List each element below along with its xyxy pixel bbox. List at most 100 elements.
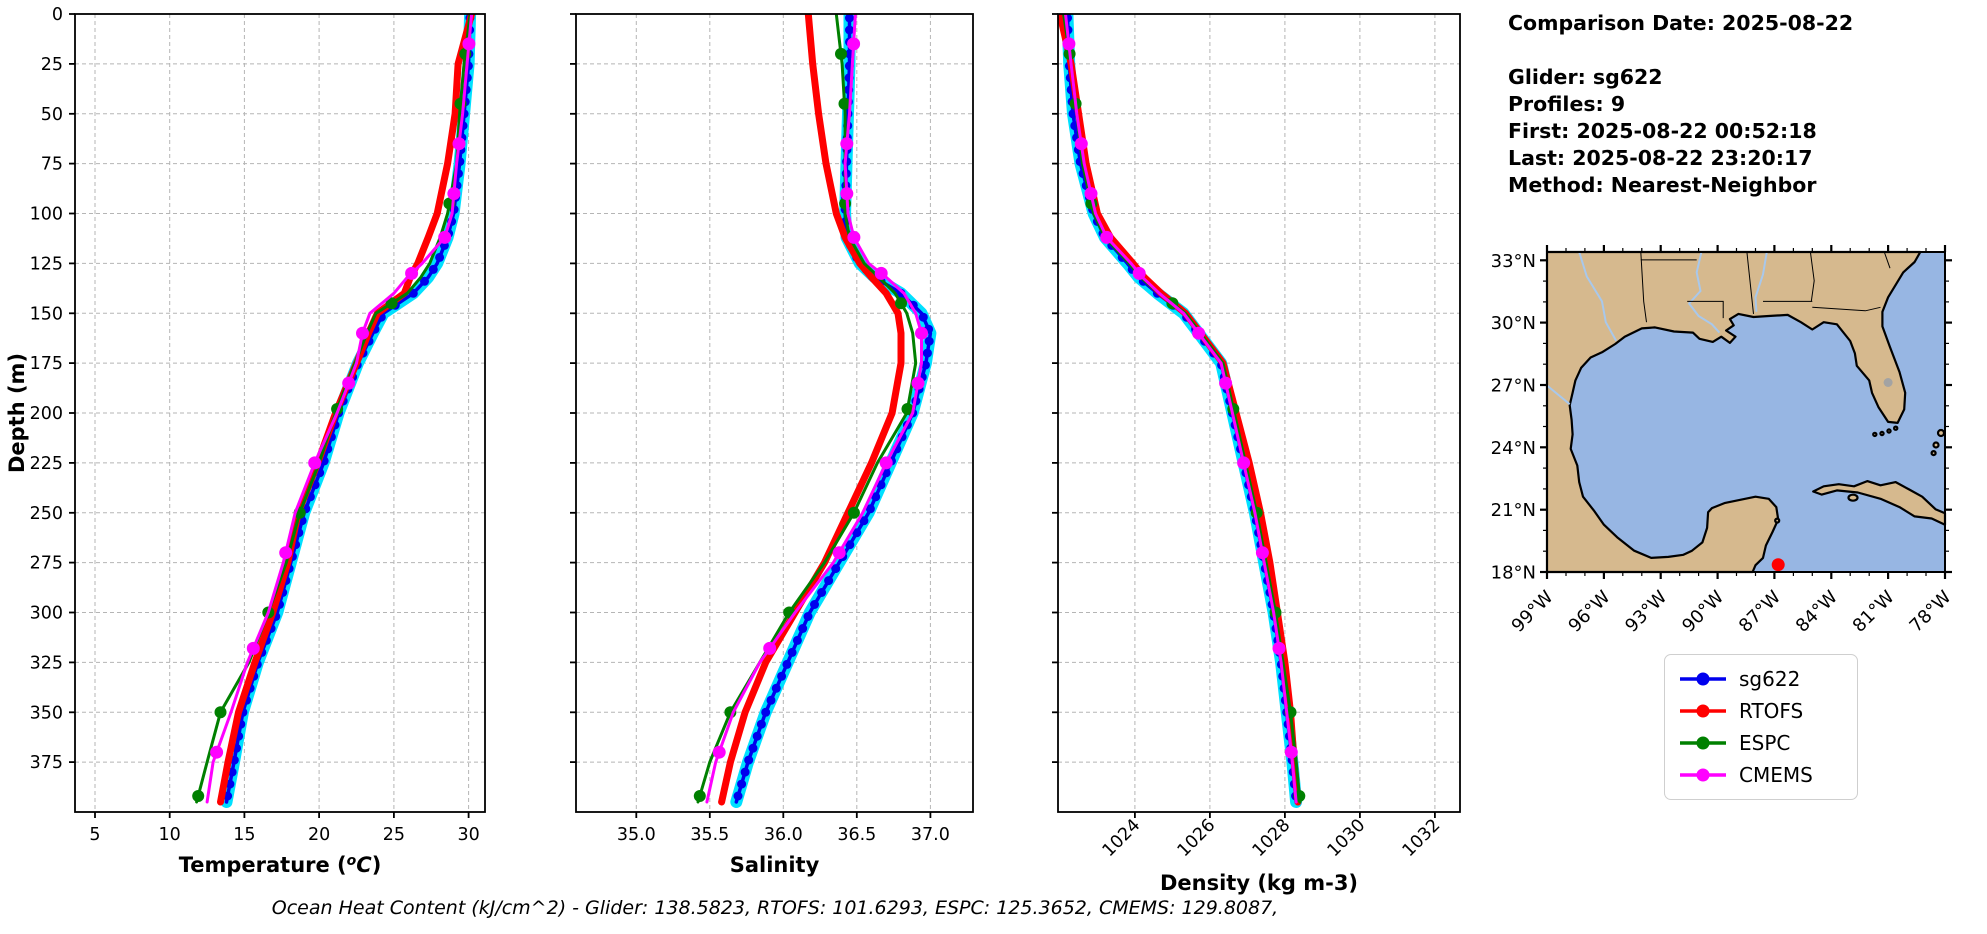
map-lat-label: 24°N: [1491, 438, 1536, 459]
series-CMEMS-markers: [1062, 37, 1298, 759]
legend-marker-icon: [1680, 768, 1726, 782]
panel-salinity: 35.0 35.5 36.0 36.5 37.0 Salinity: [570, 13, 974, 877]
depth-tick-labels: 0 25 50 75 100 125 150 175 200 225 250 275 300 325 350…: [30, 5, 63, 773]
series-ESPC-markers: [693, 47, 914, 802]
svg-text:325: 325: [30, 653, 63, 673]
svg-text:175: 175: [30, 354, 63, 374]
svg-text:10: 10: [159, 825, 181, 845]
map-lat-label: 27°N: [1491, 376, 1536, 397]
gulf-of-mexico-map: 33°N 30°N 27°N 24°N 21°N 18°N 99°W 96°W 93°W 90°W…: [1491, 245, 1956, 637]
map-lon-label: 93°W: [1621, 587, 1671, 637]
svg-text:1032: 1032: [1399, 815, 1445, 861]
map-lon-label: 78°W: [1906, 587, 1956, 637]
svg-text:300: 300: [30, 604, 63, 624]
map-lon-label: 96°W: [1564, 587, 1614, 637]
series-sg622-envelope: [730, 14, 937, 808]
svg-text:35.0: 35.0: [617, 825, 656, 845]
svg-text:5: 5: [89, 825, 100, 845]
legend-marker-icon: [1680, 704, 1726, 718]
axis-ticks: [570, 13, 932, 818]
gridlines: [75, 13, 485, 812]
map-lat-label: 18°N: [1491, 563, 1536, 584]
svg-text:250: 250: [30, 504, 63, 524]
svg-text:36.0: 36.0: [764, 825, 803, 845]
map-lon-label: 99°W: [1508, 587, 1558, 637]
panel-density: 1024 1026 1028 1030 1032 Density (kg m-3): [1052, 13, 1461, 895]
svg-text:1026: 1026: [1174, 815, 1220, 861]
svg-text:37.0: 37.0: [911, 825, 950, 845]
series-CMEMS-line: [705, 14, 923, 804]
map-island-bahamas: [1936, 428, 1946, 438]
series-group: [1058, 14, 1306, 808]
map-island-keys: [1893, 425, 1899, 431]
map-lon-label: 87°W: [1735, 587, 1785, 637]
gridlines: [1058, 13, 1460, 812]
map-lat-label: 33°N: [1491, 251, 1536, 272]
svg-text:125: 125: [30, 254, 63, 274]
axes-box: [1057, 13, 1461, 813]
svg-text:25: 25: [383, 825, 405, 845]
series-CMEMS-markers: [712, 37, 928, 759]
map-area: [1540, 245, 1952, 579]
x-axis-title-density: Density (kg m-3): [1160, 871, 1358, 895]
y-axis-title: Depth (m): [5, 353, 29, 473]
series-ESPC-line: [1062, 14, 1302, 804]
legend-item-CMEMS: CMEMS: [1678, 759, 1844, 791]
svg-text:375: 375: [30, 753, 63, 773]
series-sg622-line: [224, 14, 472, 804]
map-lon-label: 81°W: [1849, 587, 1899, 637]
svg-text:150: 150: [30, 304, 63, 324]
map-land-north-america: [1545, 250, 1922, 574]
series-ESPC-markers: [1063, 47, 1306, 802]
x-tick-labels: 35.0 35.5 36.0 36.5 37.0: [617, 825, 950, 845]
map-island-isla-juventud: [1847, 493, 1859, 502]
x-tick-labels: 1024 1026 1028 1030 1032: [1099, 815, 1445, 861]
gridlines: [576, 13, 973, 812]
svg-text:1028: 1028: [1249, 815, 1295, 861]
legend-marker-icon: [1680, 672, 1726, 686]
series-sg622-markers: [223, 14, 475, 801]
svg-text:15: 15: [233, 825, 255, 845]
map-rivers: [1546, 251, 1768, 405]
map-island-bahamas: [1930, 450, 1937, 457]
profiles-text: Profiles: 9: [1508, 92, 1626, 116]
series-RTOFS-line: [1058, 14, 1302, 806]
svg-text:200: 200: [30, 404, 63, 424]
svg-text:25: 25: [41, 55, 63, 75]
glider-location-marker: [1771, 558, 1785, 572]
series-ESPC-line: [696, 14, 918, 804]
legend-label: ESPC: [1739, 731, 1791, 755]
series-group: [693, 14, 937, 808]
x-axis-title-salinity: Salinity: [730, 853, 820, 877]
legend-label: CMEMS: [1739, 763, 1813, 787]
map-island-keys: [1872, 431, 1878, 438]
map-lon-label: 84°W: [1792, 587, 1842, 637]
svg-text:0: 0: [52, 5, 63, 25]
x-axis-title-temperature: Temperature (oC): [179, 853, 382, 877]
legend-label: RTOFS: [1739, 699, 1804, 723]
svg-text:20: 20: [308, 825, 330, 845]
series-sg622-markers: [1063, 14, 1301, 801]
info-panel: Comparison Date: 2025-08-22 Glider: sg62…: [1508, 10, 1853, 199]
series-sg622-line: [1065, 14, 1298, 804]
svg-text:35.5: 35.5: [690, 825, 729, 845]
map-island-cozumel: [1774, 517, 1781, 524]
svg-text:1030: 1030: [1324, 815, 1370, 861]
legend-item-RTOFS: RTOFS: [1678, 695, 1844, 727]
map-land: [1545, 250, 1947, 574]
map-island-keys: [1879, 430, 1885, 437]
map-border: [1546, 251, 1946, 573]
axis-ticks: [1052, 13, 1436, 818]
series-CMEMS-line: [1064, 14, 1298, 804]
svg-text:30: 30: [457, 825, 479, 845]
legend-label: sg622: [1739, 667, 1801, 691]
map-lon-label: 90°W: [1678, 587, 1728, 637]
svg-text:1024: 1024: [1099, 815, 1145, 861]
legend-item-sg622: sg622: [1678, 663, 1844, 695]
profile-charts: 5 10 15 20 25 3002550751001251501752002252502…: [5, 5, 1461, 895]
series-sg622-envelope: [220, 14, 477, 808]
svg-text:100: 100: [30, 205, 63, 225]
series-sg622-envelope: [1061, 14, 1303, 808]
panel-temperature: 5 10 15 20 25 3002550751001251501752002252502…: [5, 5, 486, 877]
comparison-date-text: Comparison Date: 2025-08-22: [1508, 11, 1854, 35]
